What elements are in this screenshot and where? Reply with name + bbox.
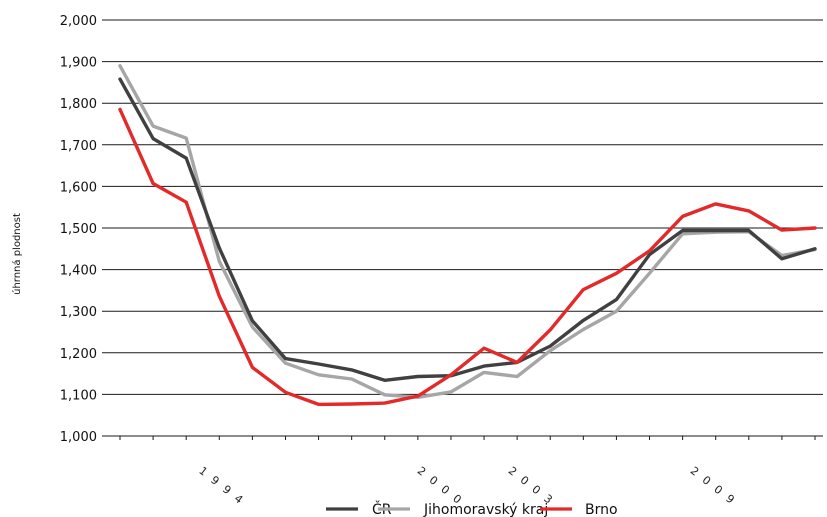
y-tick-label: 1,800 bbox=[60, 97, 97, 112]
y-tick-label: 2,000 bbox=[60, 14, 97, 29]
x-tick-label: 2009 bbox=[688, 464, 743, 511]
series-line-jihomoravsky-kraj bbox=[118, 64, 817, 399]
y-axis-label: úhrnná plodnost bbox=[11, 213, 23, 295]
x-axis: 1994 2000 2003 2009 bbox=[119, 436, 816, 511]
x-tick-label: 1994 bbox=[196, 464, 251, 511]
y-tick-label: 1,600 bbox=[60, 180, 97, 195]
y-axis-ticks: 1,000 1,100 1,200 1,300 1,400 1,500 1,600 1,700… bbox=[60, 14, 97, 445]
legend-label: Jihomoravský kraj bbox=[423, 502, 548, 517]
y-tick-label: 1,700 bbox=[60, 139, 97, 154]
y-tick-label: 1,200 bbox=[60, 347, 97, 362]
y-tick-label: 1,900 bbox=[60, 56, 97, 71]
series-line-cr bbox=[118, 77, 817, 382]
grid-lines bbox=[102, 19, 823, 437]
legend-label: Brno bbox=[585, 502, 618, 517]
series-lines bbox=[118, 64, 817, 407]
y-tick-label: 1,300 bbox=[60, 305, 97, 320]
series-line-brno bbox=[118, 107, 817, 407]
y-tick-label: 1,500 bbox=[60, 222, 97, 237]
y-tick-label: 1,100 bbox=[60, 388, 97, 403]
y-tick-label: 1,000 bbox=[60, 430, 97, 445]
y-tick-label: 1,400 bbox=[60, 264, 97, 279]
